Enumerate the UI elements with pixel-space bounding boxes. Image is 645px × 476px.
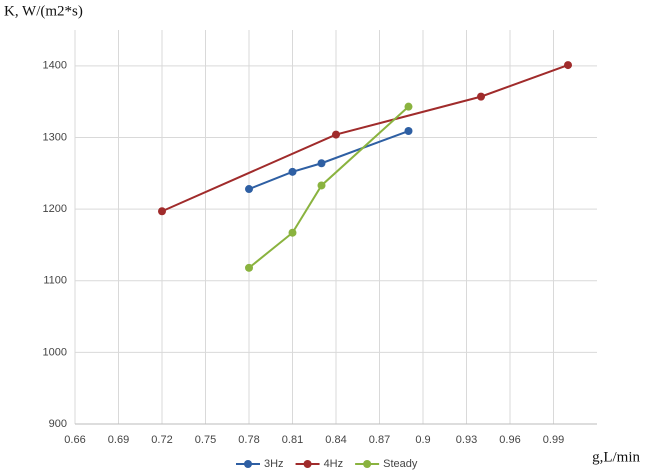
x-tick-label: 0.69 — [108, 434, 129, 446]
legend-label: 4Hz — [324, 458, 344, 470]
y-tick-label: 1200 — [43, 203, 67, 215]
series-line — [248, 130, 409, 190]
data-point — [317, 159, 326, 168]
legend-marker — [244, 460, 252, 468]
x-tick-label: 0.96 — [499, 434, 520, 446]
x-tick-label: 0.66 — [64, 434, 85, 446]
data-point — [404, 127, 413, 136]
data-point — [332, 130, 340, 139]
data-point — [564, 61, 572, 70]
y-tick-label: 900 — [49, 418, 67, 430]
series-line — [248, 105, 410, 269]
y-tick-label: 1300 — [43, 131, 67, 143]
legend-label: 3Hz — [264, 458, 284, 470]
data-point — [288, 228, 297, 237]
x-tick-label: 0.72 — [151, 434, 172, 446]
series-line — [161, 64, 569, 213]
data-point — [404, 102, 413, 111]
x-tick-label: 0.87 — [369, 434, 390, 446]
x-axis-label: g,L/min — [592, 449, 640, 465]
legend-marker — [303, 460, 312, 468]
x-tick-label: 0.78 — [238, 434, 259, 446]
y-tick-label: 1100 — [43, 275, 67, 287]
y-axis-label: K, W/(m2*s) — [4, 3, 83, 19]
x-tick-label: 0.75 — [195, 434, 216, 446]
data-point — [245, 263, 253, 272]
data-point — [477, 92, 485, 101]
legend-label: Steady — [383, 458, 418, 470]
x-tick-label: 0.84 — [325, 434, 346, 446]
y-tick-label: 1400 — [43, 60, 67, 72]
x-tick-label: 0.9 — [415, 434, 430, 446]
data-point — [245, 185, 253, 194]
x-tick-label: 0.99 — [543, 434, 564, 446]
legend-marker — [363, 460, 372, 468]
data-point — [158, 207, 166, 216]
data-point — [288, 167, 297, 176]
x-tick-label: 0.81 — [282, 434, 303, 446]
data-point — [317, 181, 326, 190]
x-tick-label: 0.93 — [456, 434, 477, 446]
y-tick-label: 1000 — [43, 346, 67, 358]
